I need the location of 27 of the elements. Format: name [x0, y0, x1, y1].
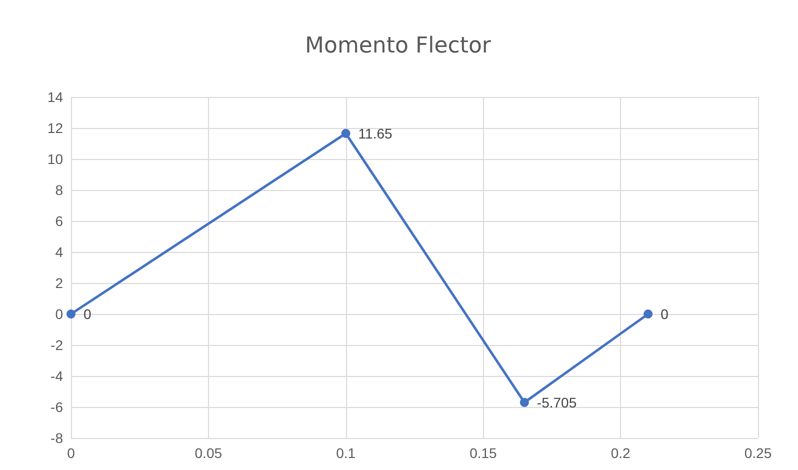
- data-label: 0: [660, 306, 669, 322]
- data-label: -5.705: [536, 394, 577, 410]
- point: [66, 310, 76, 318]
- data-label: 11.65: [358, 125, 393, 142]
- y-tick-label: 12: [47, 120, 64, 136]
- point: [644, 310, 653, 318]
- y-tick-label: -8: [50, 430, 64, 446]
- y-tick-label: 10: [47, 151, 64, 167]
- data-label: 0: [84, 306, 92, 322]
- y-tick-label: 2: [55, 275, 64, 291]
- y-tick-label: 0: [55, 306, 64, 322]
- x-tick-label: 0.25: [744, 445, 772, 461]
- x-tick-label: 0.2: [610, 445, 631, 461]
- x-tick-label: 0.1: [336, 445, 356, 461]
- x-tick-label: 0.15: [470, 445, 498, 461]
- y-tick-label: -6: [50, 399, 64, 415]
- x-tick-label: 0: [67, 445, 76, 461]
- point: [341, 128, 350, 138]
- point: [520, 398, 529, 407]
- y-tick-label: -2: [50, 337, 64, 353]
- x-tick-label: 0.05: [194, 445, 222, 461]
- y-tick-label: 4: [55, 244, 64, 260]
- y-tick-label: 14: [47, 89, 64, 105]
- y-tick-label: 8: [55, 182, 64, 198]
- y-tick-label: 6: [55, 213, 64, 229]
- chart-title: Momento Flector: [305, 34, 492, 58]
- y-tick-label: -4: [50, 368, 64, 384]
